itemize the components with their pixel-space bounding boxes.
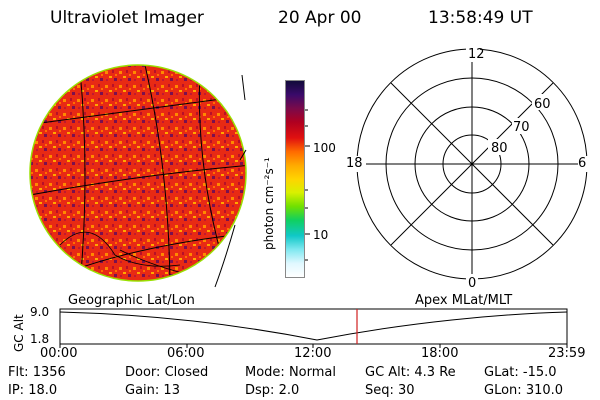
coastline: [214, 74, 247, 288]
status-mode-value: Normal: [288, 365, 336, 380]
geographic-caption: Geographic Lat/Lon: [68, 293, 195, 308]
status-dsp: Dsp: 2.0: [245, 383, 299, 398]
status-gc-alt: GC Alt: 4.3 Re: [365, 365, 456, 380]
colorbar-ticks: [305, 109, 310, 261]
status-door: Door: Closed: [125, 365, 208, 380]
colorbar-unit-label: photon cm⁻²s⁻¹: [262, 157, 276, 250]
polar-grid-plot: [348, 48, 590, 290]
time-tick-0600: 06:00: [167, 346, 205, 361]
colorbar-tick-100: 100: [313, 141, 336, 155]
polar-label-lat-70: 70: [513, 120, 530, 135]
polar-label-18: 18: [346, 156, 363, 171]
time-tick-1200: 12:00: [294, 346, 332, 361]
polar-label-12: 12: [468, 47, 485, 62]
status-glat-value: -15.0: [522, 365, 557, 380]
timeline-frame: [59, 308, 568, 345]
status-glon: GLon: 310.0: [484, 383, 563, 398]
status-dsp-label: Dsp:: [245, 383, 275, 398]
status-gain: Gain: 13: [125, 383, 180, 398]
instrument-title: Ultraviolet Imager: [50, 8, 204, 28]
image-date: 20 Apr 00: [278, 8, 362, 28]
status-gain-label: Gain:: [125, 383, 160, 398]
status-mode: Mode: Normal: [245, 365, 336, 380]
status-dsp-value: 2.0: [278, 383, 300, 398]
time-tick-0000: 00:00: [40, 346, 78, 361]
status-seq: Seq: 30: [365, 383, 415, 398]
status-gc-alt-label: GC Alt:: [365, 365, 411, 380]
earth-disk: [29, 64, 247, 282]
altitude-curve: [59, 311, 568, 341]
status-flt-label: Flt:: [8, 365, 29, 380]
status-flt-value: 1356: [32, 365, 66, 380]
apex-caption: Apex MLat/MLT: [415, 293, 513, 308]
polar-label-lat-80: 80: [491, 141, 508, 156]
status-glat: GLat: -15.0: [484, 365, 557, 380]
status-seq-label: Seq:: [365, 383, 394, 398]
uv-earth-image: [29, 64, 247, 288]
status-mode-label: Mode:: [245, 365, 285, 380]
status-glon-label: GLon:: [484, 383, 522, 398]
colorbar-tick-10: 10: [313, 228, 329, 242]
colorbar: [285, 80, 305, 278]
gc-alt-axis-title: GC Alt: [12, 314, 26, 352]
status-flt: Flt: 1356: [8, 365, 66, 380]
gc-alt-tick-bottom: 1.8: [30, 332, 50, 346]
image-time: 13:58:49 UT: [428, 8, 533, 28]
status-ip-value: 18.0: [28, 383, 58, 398]
status-ip: IP: 18.0: [8, 383, 57, 398]
time-tick-1800: 18:00: [421, 346, 459, 361]
status-glat-label: GLat:: [484, 365, 519, 380]
status-gc-alt-value: 4.3 Re: [414, 365, 456, 380]
polar-label-0: 0: [468, 276, 477, 291]
time-tick-2359: 23:59: [548, 346, 586, 361]
status-door-label: Door:: [125, 365, 161, 380]
polar-label-6: 6: [578, 156, 587, 171]
polar-label-lat-60: 60: [534, 97, 551, 112]
status-gain-value: 13: [163, 383, 180, 398]
status-seq-value: 30: [398, 383, 415, 398]
gc-alt-tick-top: 9.0: [30, 305, 50, 319]
status-door-value: Closed: [164, 365, 209, 380]
gc-alt-timeline: [59, 308, 568, 348]
status-glon-value: 310.0: [525, 383, 564, 398]
status-ip-label: IP:: [8, 383, 25, 398]
